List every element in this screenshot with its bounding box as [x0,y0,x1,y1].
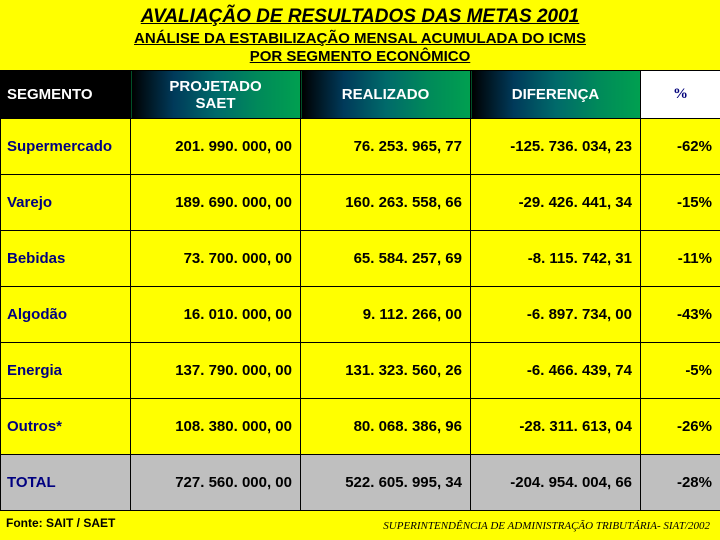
table-row: Supermercado 201. 990. 000, 00 76. 253. … [1,119,720,175]
col-header-projetado-l1: PROJETADO [169,78,261,95]
cell-segmento: Varejo [1,175,131,231]
table-row: Bebidas 73. 700. 000, 00 65. 584. 257, 6… [1,231,720,287]
subtitle-line2: POR SEGMENTO ECONÔMICO [250,48,471,65]
cell-diferenca: -6. 466. 439, 74 [471,343,641,399]
cell-realizado: 131. 323. 560, 26 [301,343,471,399]
cell-segmento: TOTAL [1,455,131,511]
cell-segmento: Bebidas [1,231,131,287]
col-header-percent: % [641,71,720,119]
cell-realizado: 9. 112. 266, 00 [301,287,471,343]
cell-diferenca: -204. 954. 004, 66 [471,455,641,511]
cell-realizado: 65. 584. 257, 69 [301,231,471,287]
cell-projetado: 137. 790. 000, 00 [131,343,301,399]
cell-diferenca: -28. 311. 613, 04 [471,399,641,455]
cell-realizado: 80. 068. 386, 96 [301,399,471,455]
col-header-diferenca: DIFERENÇA [471,71,641,119]
cell-diferenca: -125. 736. 034, 23 [471,119,641,175]
cell-projetado: 16. 010. 000, 00 [131,287,301,343]
cell-percent: -15% [641,175,720,231]
cell-projetado: 201. 990. 000, 00 [131,119,301,175]
cell-projetado: 727. 560. 000, 00 [131,455,301,511]
footer-source: Fonte: SAIT / SAET [6,516,115,530]
cell-percent: -62% [641,119,720,175]
col-header-projetado-l2: SAET [195,95,235,112]
results-table: SEGMENTO PROJETADO SAET REALIZADO DIFERE… [0,70,720,511]
cell-segmento: Algodão [1,287,131,343]
footer-org: SUPERINTENDÊNCIA DE ADMINISTRAÇÃO TRIBUT… [383,520,710,532]
page-title: AVALIAÇÃO DE RESULTADOS DAS METAS 2001 [0,0,720,30]
cell-percent: -28% [641,455,720,511]
subtitle-line1: ANÁLISE DA ESTABILIZAÇÃO MENSAL ACUMULAD… [134,30,586,47]
cell-realizado: 522. 605. 995, 34 [301,455,471,511]
table-row: Algodão 16. 010. 000, 00 9. 112. 266, 00… [1,287,720,343]
cell-realizado: 76. 253. 965, 77 [301,119,471,175]
cell-projetado: 73. 700. 000, 00 [131,231,301,287]
cell-segmento: Energia [1,343,131,399]
cell-projetado: 108. 380. 000, 00 [131,399,301,455]
table-row: Varejo 189. 690. 000, 00 160. 263. 558, … [1,175,720,231]
cell-segmento: Supermercado [1,119,131,175]
table-row: Energia 137. 790. 000, 00 131. 323. 560,… [1,343,720,399]
col-header-segmento: SEGMENTO [1,71,131,119]
cell-diferenca: -29. 426. 441, 34 [471,175,641,231]
page-subtitle: ANÁLISE DA ESTABILIZAÇÃO MENSAL ACUMULAD… [0,30,720,70]
cell-projetado: 189. 690. 000, 00 [131,175,301,231]
cell-percent: -26% [641,399,720,455]
cell-percent: -43% [641,287,720,343]
cell-diferenca: -6. 897. 734, 00 [471,287,641,343]
cell-diferenca: -8. 115. 742, 31 [471,231,641,287]
table-row: Outros* 108. 380. 000, 00 80. 068. 386, … [1,399,720,455]
cell-realizado: 160. 263. 558, 66 [301,175,471,231]
cell-percent: -11% [641,231,720,287]
table-header-row: SEGMENTO PROJETADO SAET REALIZADO DIFERE… [1,71,720,119]
table-total-row: TOTAL 727. 560. 000, 00 522. 605. 995, 3… [1,455,720,511]
col-header-realizado: REALIZADO [301,71,471,119]
cell-segmento: Outros* [1,399,131,455]
col-header-projetado: PROJETADO SAET [131,71,301,119]
cell-percent: -5% [641,343,720,399]
